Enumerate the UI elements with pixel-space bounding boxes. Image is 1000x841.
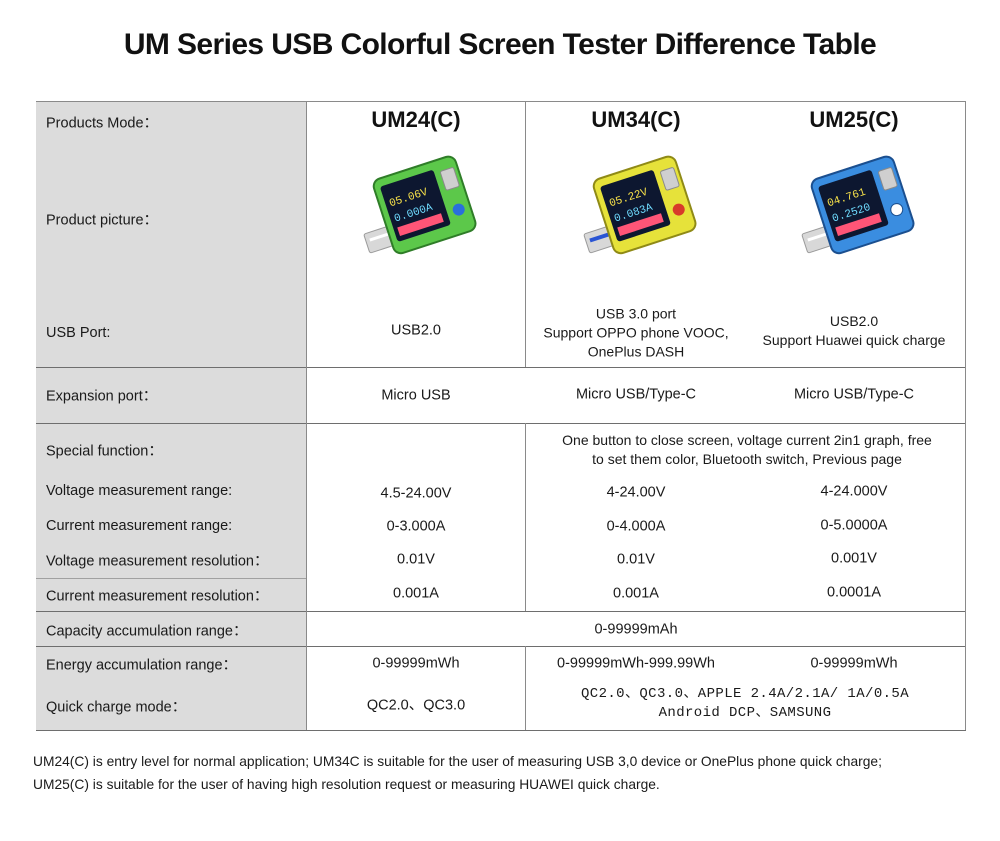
column-separator	[525, 646, 526, 730]
label-products-mode: Products Mode：	[46, 115, 159, 132]
cell-um24c-current-resolution: 0.001A	[393, 585, 439, 602]
cell-um24c-energy-range: 0-99999mWh	[372, 655, 460, 672]
header-um34c: UM34(C)	[591, 107, 681, 132]
footer-notes: UM24(C) is entry level for normal applic…	[33, 750, 973, 796]
column-separator	[306, 101, 307, 730]
header-um25c: UM25(C)	[809, 107, 899, 132]
cell-capacity-range: 0-99999mAh	[594, 621, 678, 638]
label-current-resolution: Current measurement resolution：	[46, 588, 269, 605]
cell-um25c-energy-range: 0-99999mWh	[810, 655, 898, 672]
cell-um34c-current-resolution: 0.001A	[613, 585, 659, 602]
cell-um34c-voltage-resolution: 0.01V	[617, 551, 655, 568]
row-separator	[36, 367, 966, 368]
row-separator	[36, 578, 306, 579]
row-separator	[36, 611, 966, 612]
cell-quick-charge-shared: QC2.0、QC3.0、APPLE 2.4A/2.1A/ 1A/0.5A And…	[580, 686, 910, 721]
row-separator	[36, 423, 966, 424]
label-quick-charge: Quick charge mode：	[46, 699, 187, 716]
table-bottom-border	[36, 730, 966, 731]
cell-um34c-current-range: 0-4.000A	[606, 518, 666, 535]
cell-um24c-expansion: Micro USB	[381, 387, 451, 404]
footer-line: UM25(C) is suitable for the user of havi…	[33, 777, 660, 792]
cell-um24c-quick-charge: QC2.0、QC3.0	[366, 697, 466, 714]
button-icon	[672, 203, 685, 216]
cell-um25c-current-range: 0-5.0000A	[820, 517, 888, 534]
header-um24c: UM24(C)	[371, 107, 461, 132]
cell-um25c-usb-port: USB2.0 Support Huawei quick charge	[762, 313, 946, 348]
cell-um34c-energy-range: 0-99999mWh-999.99Wh	[557, 655, 715, 672]
label-special-function: Special function：	[46, 443, 163, 460]
cell-um24c-usb-port: USB2.0	[391, 322, 441, 339]
cell-um34c-usb-port: USB 3.0 port Support OPPO phone VOOC, On…	[543, 305, 729, 360]
cell-um24c-voltage-resolution: 0.01V	[397, 551, 435, 568]
column-separator	[525, 423, 526, 611]
um25c-device-image: 04.761 0.2520	[801, 155, 915, 255]
cell-um25c-voltage-resolution: 0.001V	[831, 550, 877, 567]
page-title: UM Series USB Colorful Screen Tester Dif…	[123, 28, 877, 61]
label-expansion-port: Expansion port：	[46, 388, 158, 405]
footer-line: UM24(C) is entry level for normal applic…	[33, 754, 882, 769]
label-product-picture: Product picture：	[46, 212, 159, 229]
button-icon	[452, 203, 465, 216]
table-right-border	[965, 101, 966, 730]
cell-um25c-current-resolution: 0.0001A	[826, 584, 882, 601]
cell-um24c-voltage-range: 4.5-24.00V	[380, 485, 452, 502]
cell-um25c-voltage-range: 4-24.000V	[820, 483, 888, 500]
cell-special-function: One button to close screen, voltage curr…	[562, 432, 932, 467]
column-separator	[525, 101, 526, 367]
cell-um34c-voltage-range: 4-24.00V	[606, 484, 666, 501]
um24c-device-image: 05.06V 0.000A	[363, 155, 477, 255]
label-usb-port: USB Port:	[46, 325, 111, 341]
label-column	[36, 101, 306, 730]
row-separator	[36, 646, 966, 647]
cell-um25c-expansion: Micro USB/Type-C	[793, 386, 915, 403]
table-top-border	[36, 101, 966, 102]
label-current-range: Current measurement range:	[46, 518, 233, 534]
label-energy-range: Energy accumulation range：	[46, 657, 238, 674]
label-voltage-resolution: Voltage measurement resolution：	[46, 553, 269, 570]
label-capacity-range: Capacity accumulation range：	[46, 623, 248, 640]
button-icon	[890, 203, 904, 217]
label-voltage-range: Voltage measurement range:	[46, 483, 233, 499]
comparison-table: Products Mode： Product picture： USB Port…	[36, 101, 966, 731]
cell-um24c-current-range: 0-3.000A	[386, 518, 446, 535]
um34c-device-image: 05.22V 0.083A	[583, 155, 697, 255]
cell-um34c-expansion: Micro USB/Type-C	[575, 386, 697, 403]
